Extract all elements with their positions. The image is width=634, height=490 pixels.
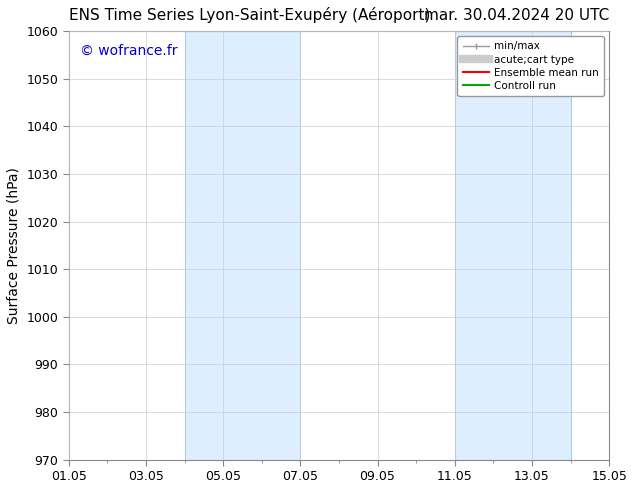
Text: mar. 30.04.2024 20 UTC: mar. 30.04.2024 20 UTC xyxy=(424,8,609,23)
Text: © wofrance.fr: © wofrance.fr xyxy=(80,44,177,58)
Text: ENS Time Series Lyon-Saint-Exupéry (Aéroport): ENS Time Series Lyon-Saint-Exupéry (Aéro… xyxy=(69,7,430,23)
Y-axis label: Surface Pressure (hPa): Surface Pressure (hPa) xyxy=(7,167,21,324)
Bar xyxy=(184,31,301,460)
Legend: min/max, acute;cart type, Ensemble mean run, Controll run: min/max, acute;cart type, Ensemble mean … xyxy=(458,36,604,96)
Bar xyxy=(455,31,571,460)
